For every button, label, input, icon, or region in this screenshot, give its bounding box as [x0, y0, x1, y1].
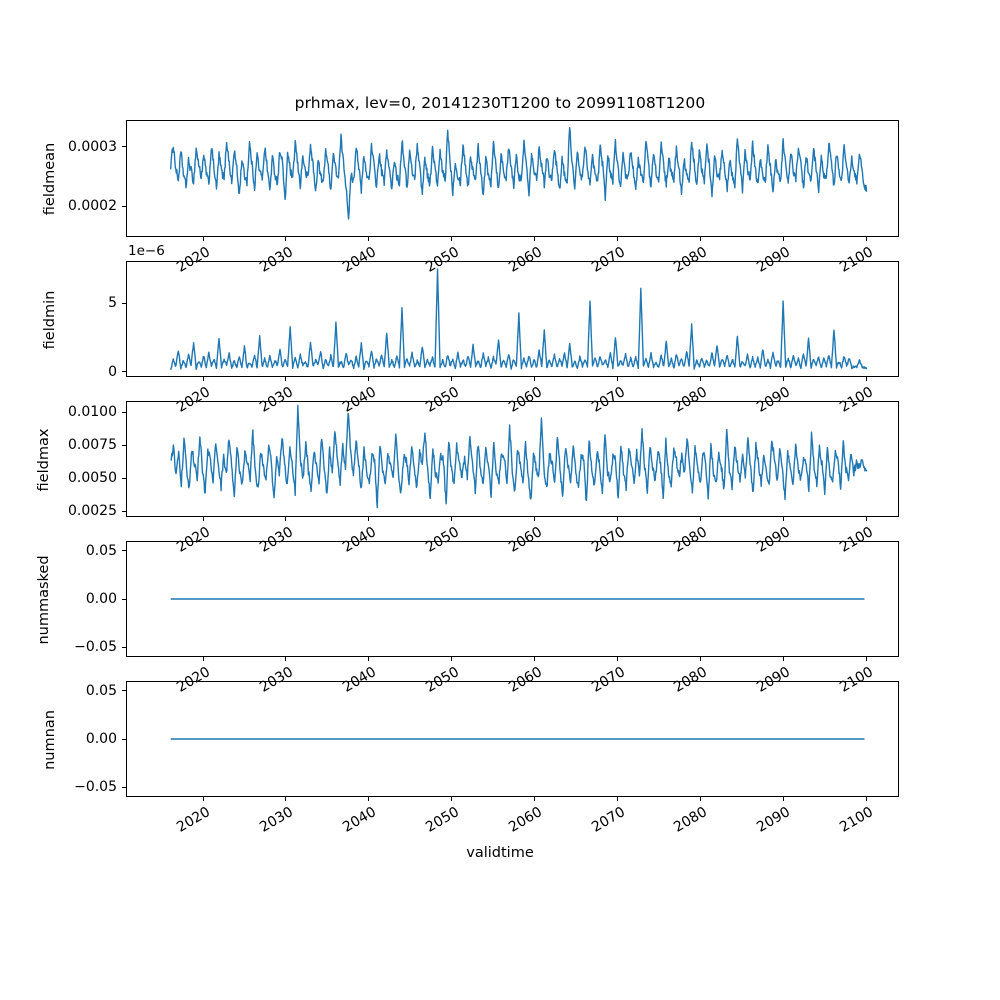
ytick-mark-fieldmax-0 [122, 510, 126, 512]
xtick-mark-fieldmin-7 [782, 377, 784, 381]
ytick-label-numnan-1: 0.00 [85, 731, 117, 747]
xtick-mark-fieldmean-2 [368, 237, 370, 241]
xtick-label-numnan-8: 2100 [837, 804, 877, 836]
xtick-mark-fieldmean-5 [617, 237, 619, 241]
xtick-mark-fieldmean-6 [699, 237, 701, 241]
ytick-mark-fieldmin-0 [122, 371, 126, 373]
ylabel-fieldmin: fieldmin [42, 290, 58, 350]
xtick-mark-fieldmean-1 [285, 237, 287, 241]
xtick-mark-fieldmax-3 [451, 517, 453, 521]
xtick-mark-fieldmax-5 [617, 517, 619, 521]
series-fieldmax [127, 402, 898, 516]
ytick-mark-fieldmax-2 [122, 444, 126, 446]
xtick-label-numnan-7: 2090 [754, 804, 794, 836]
ylabel-fieldmean: fieldmean [42, 142, 58, 216]
xtick-mark-fieldmin-6 [699, 377, 701, 381]
panel-numnan [126, 681, 899, 797]
ytick-mark-fieldmean-1 [122, 146, 126, 148]
xtick-mark-fieldmin-5 [617, 377, 619, 381]
xtick-mark-fieldmin-4 [534, 377, 536, 381]
xtick-mark-fieldmax-1 [285, 517, 287, 521]
xtick-mark-fieldmean-0 [202, 237, 204, 241]
series-fieldmean [127, 121, 898, 236]
xtick-mark-fieldmin-3 [451, 377, 453, 381]
ytick-label-nummasked-0: −0.05 [74, 639, 117, 656]
ytick-label-fieldmax-0: 0.0025 [68, 503, 117, 520]
series-nummasked [127, 542, 898, 656]
ytick-mark-fieldmean-0 [122, 205, 126, 207]
ytick-mark-numnan-1 [122, 738, 126, 740]
ytick-label-numnan-2: 0.05 [85, 682, 117, 699]
xtick-mark-fieldmin-1 [285, 377, 287, 381]
panel-fieldmin [126, 261, 899, 377]
xtick-mark-numnan-1 [285, 797, 287, 801]
figure-title: prhmax, lev=0, 20141230T1200 to 20991108… [294, 94, 706, 112]
offset-text-fieldmin: 1e−6 [128, 243, 165, 259]
xtick-mark-nummasked-1 [285, 657, 287, 661]
xtick-mark-fieldmax-8 [865, 517, 867, 521]
ytick-mark-fieldmax-3 [122, 411, 126, 413]
xtick-mark-numnan-7 [782, 797, 784, 801]
ytick-label-fieldmean-0: 0.0002 [68, 198, 117, 215]
xtick-mark-nummasked-3 [451, 657, 453, 661]
xtick-mark-fieldmin-8 [865, 377, 867, 381]
ytick-mark-fieldmax-1 [122, 477, 126, 479]
xtick-mark-numnan-4 [534, 797, 536, 801]
xtick-mark-nummasked-8 [865, 657, 867, 661]
xtick-mark-nummasked-7 [782, 657, 784, 661]
ytick-label-fieldmin-1: 5 [108, 295, 117, 312]
xtick-mark-fieldmean-4 [534, 237, 536, 241]
ytick-label-fieldmean-1: 0.0003 [68, 138, 117, 155]
xtick-mark-fieldmax-0 [202, 517, 204, 521]
xtick-label-numnan-2: 2040 [339, 804, 379, 836]
panel-nummasked [126, 541, 899, 657]
xtick-mark-fieldmax-4 [534, 517, 536, 521]
xtick-mark-numnan-3 [451, 797, 453, 801]
xtick-mark-fieldmax-2 [368, 517, 370, 521]
xtick-mark-numnan-6 [699, 797, 701, 801]
xtick-mark-fieldmin-0 [202, 377, 204, 381]
xtick-mark-nummasked-6 [699, 657, 701, 661]
xtick-mark-nummasked-4 [534, 657, 536, 661]
ytick-mark-nummasked-0 [122, 646, 126, 648]
ytick-label-fieldmax-2: 0.0075 [68, 437, 117, 454]
xtick-mark-numnan-8 [865, 797, 867, 801]
ytick-mark-fieldmin-1 [122, 302, 126, 304]
series-fieldmin [127, 262, 898, 376]
ytick-label-numnan-0: −0.05 [74, 779, 117, 796]
xtick-label-numnan-6: 2080 [671, 804, 711, 836]
ytick-mark-nummasked-1 [122, 598, 126, 600]
xtick-mark-nummasked-2 [368, 657, 370, 661]
xtick-mark-fieldmin-2 [368, 377, 370, 381]
ytick-label-fieldmax-3: 0.0100 [68, 404, 117, 421]
xtick-mark-fieldmean-7 [782, 237, 784, 241]
xtick-mark-nummasked-0 [202, 657, 204, 661]
xtick-label-numnan-4: 2060 [505, 804, 545, 836]
ytick-mark-nummasked-2 [122, 550, 126, 552]
ytick-mark-numnan-0 [122, 786, 126, 788]
xtick-mark-nummasked-5 [617, 657, 619, 661]
xtick-label-numnan-0: 2020 [174, 804, 213, 836]
ytick-label-fieldmax-1: 0.0050 [68, 470, 117, 487]
xtick-mark-fieldmax-6 [699, 517, 701, 521]
panel-fieldmean [126, 120, 899, 237]
xtick-mark-fieldmean-3 [451, 237, 453, 241]
series-numnan [127, 682, 898, 796]
ytick-label-nummasked-2: 0.05 [85, 542, 117, 559]
xtick-mark-fieldmax-7 [782, 517, 784, 521]
ytick-label-fieldmin-0: 0 [108, 363, 117, 380]
ytick-label-nummasked-1: 0.00 [85, 591, 117, 607]
xtick-mark-numnan-0 [202, 797, 204, 801]
xtick-label-numnan-5: 2070 [588, 804, 628, 836]
xtick-label-numnan-1: 2030 [257, 804, 296, 836]
xtick-mark-numnan-5 [617, 797, 619, 801]
xtick-mark-numnan-2 [368, 797, 370, 801]
xlabel-validtime: validtime [466, 845, 534, 861]
ytick-mark-numnan-2 [122, 690, 126, 692]
xtick-mark-fieldmean-8 [865, 237, 867, 241]
xtick-label-numnan-3: 2050 [422, 804, 462, 836]
panel-fieldmax [126, 401, 899, 517]
